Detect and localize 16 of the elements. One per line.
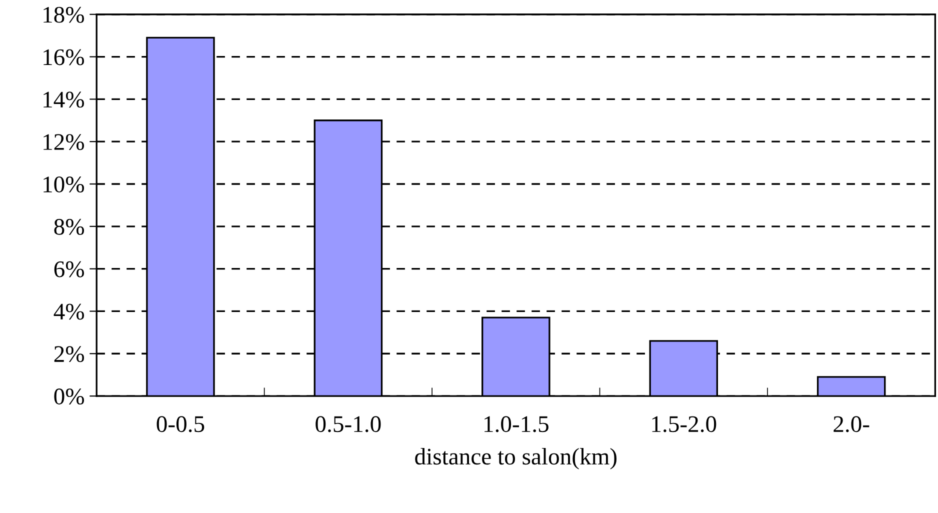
y-tick-label: 2%	[54, 346, 84, 362]
y-tick-label: 6%	[54, 261, 84, 278]
y-tick-label: 10%	[44, 176, 84, 192]
x-tick-label: 1.0-1.5	[484, 416, 548, 432]
x-tick-label: 0.5-1.0	[316, 416, 381, 432]
y-tick-label: 0%	[54, 388, 84, 405]
y-tick-label: 14%	[44, 92, 84, 108]
x-axis-title: distance to salon(km)	[415, 448, 616, 470]
x-tick-label: 0-0.5	[156, 416, 204, 432]
x-tick-label: 2.0-	[834, 416, 870, 432]
y-tick-label: 16%	[44, 49, 84, 66]
y-tick-label: 12%	[44, 134, 84, 150]
y-tick-label: 4%	[54, 304, 84, 320]
y-tick-label: 8%	[54, 218, 84, 235]
y-tick-label: 18%	[44, 6, 84, 23]
x-tick-label: 1.5-2.0	[652, 416, 716, 432]
